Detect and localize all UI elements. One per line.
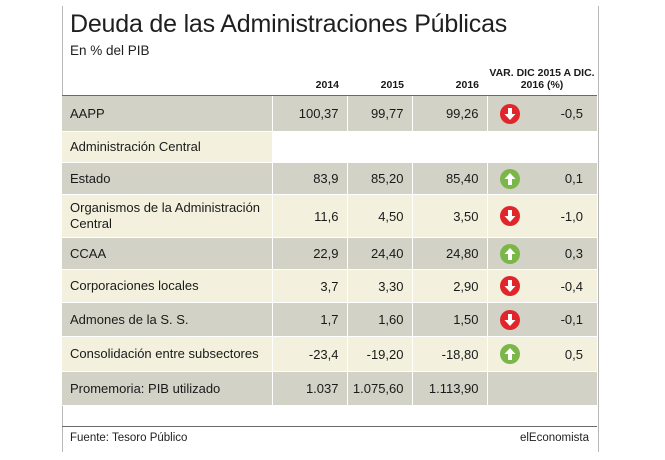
table-header-row: 2014 2015 2016 VAR. DIC 2015 A DIC. 2016… [62,64,597,96]
value-2016: 85,40 [411,162,487,195]
arrow-down-icon [500,103,521,124]
table-row: Corporaciones locales 3,7 3,30 2,90 -0,4 [62,269,597,303]
variation-value: 0,5 [533,336,597,372]
value-2015: 3,30 [346,269,412,303]
row-label: Promemoria: PIB utilizado [62,371,272,406]
header-variation: VAR. DIC 2015 A DIC. 2016 (%) [487,64,597,96]
value-2014: 22,9 [271,237,347,270]
value-2014: 3,7 [271,269,347,303]
trend-cell [486,131,533,163]
arrow-down-icon [500,276,521,296]
arrow-down-icon [500,206,521,226]
table-row: AAPP 100,37 99,77 99,26 -0,5 [62,95,597,132]
trend-cell [486,162,533,195]
value-2014: 11,6 [271,194,347,238]
arrow-up-icon [500,344,521,364]
header-2014: 2014 [272,64,347,96]
value-2016: 3,50 [411,194,487,238]
table-row: Promemoria: PIB utilizado 1.037 1.075,60 1.… [62,371,597,406]
value-2014: 83,9 [271,162,347,195]
table-row: Administración Central [62,131,597,163]
value-2016: 24,80 [411,237,487,270]
trend-cell [486,269,533,303]
value-2015: 4,50 [346,194,412,238]
value-2016 [411,131,487,163]
variation-value: -0,1 [533,302,597,337]
page-subtitle: En % del PIB [70,43,150,58]
value-2014: 1,7 [271,302,347,337]
trend-cell [486,194,533,238]
value-2015: 1.075,60 [346,371,412,406]
value-2015: 99,77 [346,95,412,132]
header-label [62,64,272,96]
arrow-down-icon [500,309,521,330]
value-2016: 1,50 [411,302,487,337]
source-note: Fuente: Tesoro Público [70,432,188,444]
row-label: Administración Central [62,131,272,163]
header-2015: 2015 [347,64,412,96]
table-row: Consolidación entre subsectores -23,4 -19,… [62,336,597,372]
value-2014: 1.037 [271,371,347,406]
header-2016: 2016 [412,64,487,96]
row-label: Admones de la S. S. [62,302,272,337]
value-2016: 2,90 [411,269,487,303]
brand-credit: elEconomista [519,432,589,444]
trend-cell [486,336,533,372]
variation-value [533,371,597,406]
trend-cell [486,95,533,132]
table-row: Organismos de la Administración Central 1… [62,194,597,238]
row-label: Corporaciones locales [62,269,272,303]
value-2016: 1.113,90 [411,371,487,406]
row-label: AAPP [62,95,272,132]
footer-divider [62,426,597,427]
value-2015: 1,60 [346,302,412,337]
variation-value: -0,4 [533,269,597,303]
row-label: Estado [62,162,272,195]
value-2014: -23,4 [271,336,347,372]
page-title: Deuda de las Administraciones Públicas [70,10,508,38]
value-2015: 24,40 [346,237,412,270]
value-2015: 85,20 [346,162,412,195]
table-row: CCAA 22,9 24,40 24,80 0,3 [62,237,597,270]
debt-table: 2014 2015 2016 VAR. DIC 2015 A DIC. 2016… [62,64,597,406]
trend-cell [486,302,533,337]
trend-cell [486,371,533,406]
value-2014 [271,131,347,163]
row-label: Consolidación entre subsectores [62,336,272,372]
variation-value: -0,5 [533,95,597,132]
table-row: Estado 83,9 85,20 85,40 0,1 [62,162,597,195]
variation-value [533,131,597,163]
variation-value: 0,1 [533,162,597,195]
trend-cell [486,237,533,270]
variation-value: -1,0 [533,194,597,238]
value-2014: 100,37 [271,95,347,132]
variation-value: 0,3 [533,237,597,270]
row-label: Organismos de la Administración Central [62,194,272,238]
arrow-up-icon [500,168,521,189]
value-2015: -19,20 [346,336,412,372]
value-2016: -18,80 [411,336,487,372]
value-2016: 99,26 [411,95,487,132]
row-label: CCAA [62,237,272,270]
value-2015 [346,131,412,163]
table-row: Admones de la S. S. 1,7 1,60 1,50 -0,1 [62,302,597,337]
arrow-up-icon [500,243,521,264]
